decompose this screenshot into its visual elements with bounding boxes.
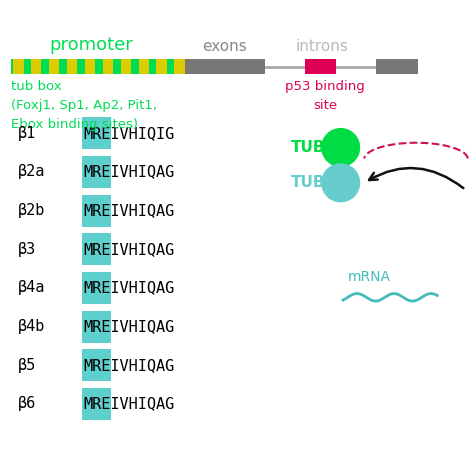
Bar [82,272,110,304]
Text: promoter: promoter [49,36,133,54]
Circle shape [322,164,359,201]
Bar [82,233,110,265]
Text: MREIVHIQAG: MREIVHIQAG [84,242,175,257]
Bar [82,349,110,381]
Bar [31,59,41,74]
Bar [82,156,110,188]
Bar [67,59,77,74]
Text: mRNA: mRNA [348,270,391,284]
Bar [120,59,131,74]
Bar [103,59,113,74]
Bar [174,59,185,74]
Text: TUBA: TUBA [291,140,337,155]
Text: β1: β1 [18,126,36,141]
Text: MREIVHIQAG: MREIVHIQAG [84,164,175,180]
Bar [82,310,110,343]
Bar [13,59,24,74]
Text: MREIVHIQIG: MREIVHIQIG [84,126,175,141]
Text: MREIVHIQAG: MREIVHIQAG [84,396,175,411]
Text: β2b: β2b [18,203,45,218]
Text: exons: exons [201,39,246,54]
Bar [82,388,110,420]
Bar [156,59,167,74]
Bar [11,59,190,74]
Text: β3: β3 [18,242,36,257]
Bar [183,59,265,74]
Text: β5: β5 [18,358,36,373]
Bar [85,59,95,74]
Text: MREIVHIQAG: MREIVHIQAG [84,281,175,295]
Text: tub box
(Foxj1, Sp1, Ap2, Pit1,
Ebox binding sites): tub box (Foxj1, Sp1, Ap2, Pit1, Ebox bin… [11,80,157,131]
Bar [305,59,336,74]
Bar [138,59,149,74]
Circle shape [322,128,359,166]
Bar [82,195,110,227]
Text: β4b: β4b [18,319,45,334]
Text: introns: introns [295,39,348,54]
Text: TUBB: TUBB [291,175,337,190]
Bar [82,117,110,149]
Text: MREIVHIQAG: MREIVHIQAG [84,203,175,218]
Text: MREIVHIQAG: MREIVHIQAG [84,319,175,334]
Text: β6: β6 [18,396,36,411]
Text: MREIVHIQAG: MREIVHIQAG [84,358,175,373]
Bar [376,59,419,74]
Text: β2a: β2a [18,164,45,180]
Text: β4a: β4a [18,281,45,295]
FancyArrowPatch shape [369,168,464,188]
Text: p53 binding
site: p53 binding site [285,80,365,112]
Bar [49,59,59,74]
